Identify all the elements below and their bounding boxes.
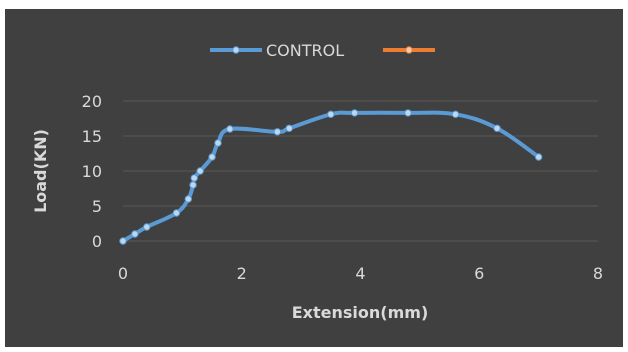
legend-marker-control <box>232 46 240 54</box>
y-tick-label: 20 <box>82 92 102 111</box>
data-point <box>190 174 198 182</box>
y-axis-title: Load(KN) <box>31 129 50 213</box>
data-point <box>451 110 460 119</box>
legend-label-control: CONTROL <box>266 41 344 60</box>
data-point <box>350 109 359 117</box>
y-tick-label: 15 <box>82 127 102 146</box>
x-tick-label: 0 <box>118 264 128 283</box>
data-point <box>493 124 501 133</box>
data-point <box>196 167 204 175</box>
x-tick-label: 4 <box>355 264 365 283</box>
x-tick-label: 6 <box>474 264 484 283</box>
x-tick-label: 2 <box>237 264 247 283</box>
data-point <box>172 209 181 217</box>
data-point <box>226 125 234 133</box>
x-tick-label: 8 <box>593 264 603 283</box>
data-point <box>119 237 127 245</box>
data-point <box>208 153 216 161</box>
data-point <box>189 181 197 189</box>
y-tick-label: 5 <box>92 197 102 216</box>
data-point <box>327 110 335 119</box>
y-tick-label: 0 <box>92 232 102 251</box>
data-point <box>404 109 412 117</box>
data-point <box>143 223 151 231</box>
chart-area-background <box>5 9 623 347</box>
data-point <box>131 230 139 238</box>
data-point <box>285 124 293 133</box>
data-point <box>273 128 282 136</box>
legend-marker-series-2 <box>405 46 413 54</box>
y-tick-label: 10 <box>82 162 102 181</box>
x-axis-title: Extension(mm) <box>292 303 429 322</box>
data-point <box>214 139 222 147</box>
data-point <box>534 153 543 161</box>
data-point <box>184 195 193 203</box>
